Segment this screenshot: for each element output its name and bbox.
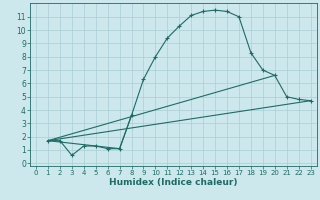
X-axis label: Humidex (Indice chaleur): Humidex (Indice chaleur)	[109, 178, 237, 187]
